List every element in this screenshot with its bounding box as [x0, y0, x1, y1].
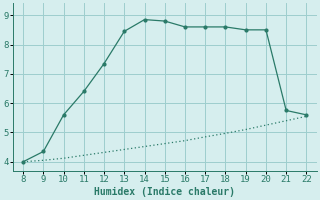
X-axis label: Humidex (Indice chaleur): Humidex (Indice chaleur)	[94, 186, 235, 197]
